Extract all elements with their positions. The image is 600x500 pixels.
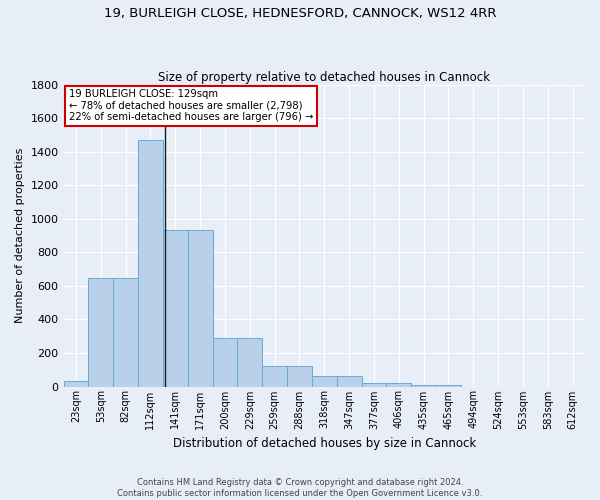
Bar [411,385,436,386]
Bar [337,376,362,386]
Bar [88,278,113,386]
Text: 19, BURLEIGH CLOSE, HEDNESFORD, CANNOCK, WS12 4RR: 19, BURLEIGH CLOSE, HEDNESFORD, CANNOCK,… [104,8,496,20]
Title: Size of property relative to detached houses in Cannock: Size of property relative to detached ho… [158,70,490,84]
Bar [64,380,88,386]
Bar [138,140,163,386]
Bar [212,338,238,386]
Bar [163,230,188,386]
Y-axis label: Number of detached properties: Number of detached properties [15,148,25,324]
Bar [362,383,386,386]
Text: 19 BURLEIGH CLOSE: 129sqm
← 78% of detached houses are smaller (2,798)
22% of se: 19 BURLEIGH CLOSE: 129sqm ← 78% of detac… [69,89,313,122]
Bar [262,366,287,386]
Bar [386,383,411,386]
Bar [113,278,138,386]
Bar [436,385,461,386]
X-axis label: Distribution of detached houses by size in Cannock: Distribution of detached houses by size … [173,437,476,450]
Bar [238,338,262,386]
Bar [287,366,312,386]
Text: Contains HM Land Registry data © Crown copyright and database right 2024.
Contai: Contains HM Land Registry data © Crown c… [118,478,482,498]
Bar [312,376,337,386]
Bar [188,230,212,386]
